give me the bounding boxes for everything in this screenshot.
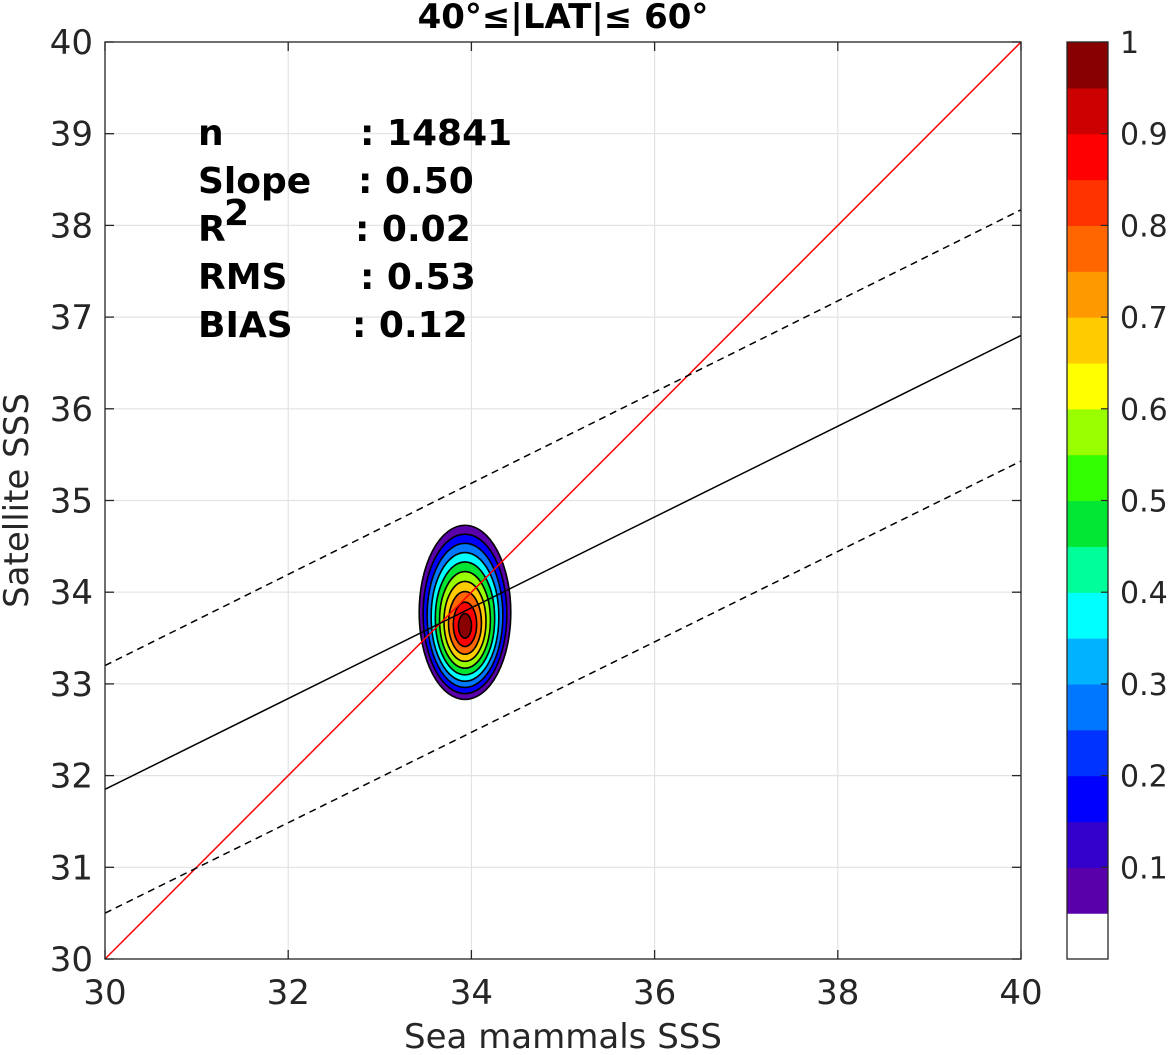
y-tick-label: 34 xyxy=(50,573,93,613)
colorbar: 0.1 0.2 0.3 0.4 0.5 0.6 0.7 0.8 0.9 1 xyxy=(1066,26,1168,960)
stat-label: n xyxy=(198,113,224,154)
stat-label: Slope xyxy=(198,161,311,202)
stat-label: RMS xyxy=(198,257,287,298)
colorbar-tick-label: 0.5 xyxy=(1120,485,1168,520)
colorbar-segment xyxy=(1067,408,1108,456)
stat-label: R xyxy=(198,209,226,250)
colorbar-segment xyxy=(1067,225,1108,272)
y-tick-label: 32 xyxy=(50,757,93,797)
colorbar-segment xyxy=(1067,362,1108,410)
colorbar-segment xyxy=(1067,179,1108,226)
colorbar-tick-label: 0.2 xyxy=(1120,760,1168,795)
y-tick-label: 30 xyxy=(50,940,93,980)
stat-value: : 0.53 xyxy=(360,257,476,298)
y-tick-label: 39 xyxy=(50,115,93,155)
one-to-one-line xyxy=(104,41,1022,960)
stat-value: : 14841 xyxy=(360,113,512,154)
colorbar-tick-label: 0.9 xyxy=(1120,118,1168,153)
y-tick-label: 36 xyxy=(50,390,93,430)
x-tick-label: 36 xyxy=(633,973,676,1013)
y-tick-label: 35 xyxy=(50,482,93,522)
stat-label-superscript: 2 xyxy=(224,193,249,234)
axis-ticks: 30 32 34 36 38 40 30 31 32 33 34 35 36 37 38 39 40 xyxy=(50,23,1043,1013)
x-tick-label: 32 xyxy=(267,973,310,1013)
chart-title: 40°≤|LAT|≤ 60° xyxy=(418,0,709,37)
fit-line xyxy=(104,334,1022,791)
stat-value: : 0.50 xyxy=(358,161,474,202)
colorbar-tick-label: 1 xyxy=(1120,26,1139,61)
colorbar-tick-label: 0.3 xyxy=(1120,668,1168,703)
colorbar-segment xyxy=(1067,913,1108,960)
colorbar-segment xyxy=(1067,683,1108,731)
colorbar-segment xyxy=(1067,133,1108,181)
colorbar-segment xyxy=(1067,42,1108,89)
colorbar-segment xyxy=(1067,867,1108,914)
colorbar-tick-label: 0.8 xyxy=(1120,209,1168,244)
x-tick-label: 38 xyxy=(816,973,859,1013)
colorbar-segment xyxy=(1067,729,1108,777)
density-contours xyxy=(418,524,512,701)
colorbar-tick-label: 0.1 xyxy=(1120,851,1168,886)
colorbar-segment xyxy=(1067,638,1108,685)
y-tick-label: 37 xyxy=(50,298,93,338)
colorbar-segment xyxy=(1067,546,1108,593)
stats-block: n : 14841 Slope : 0.50 R2 : 0.02 RMS : 0.53 BIAS… xyxy=(198,113,512,346)
colorbar-segment xyxy=(1067,317,1108,364)
y-tick-label: 31 xyxy=(50,848,93,888)
colorbar-segment xyxy=(1067,500,1108,547)
colorbar-tick-label: 0.7 xyxy=(1120,301,1168,336)
density-contour xyxy=(457,612,473,639)
colorbar-segment xyxy=(1067,271,1108,318)
y-tick-label: 38 xyxy=(50,206,93,246)
stat-label: BIAS xyxy=(198,305,293,346)
colorbar-segment xyxy=(1067,454,1108,502)
y-tick-label: 40 xyxy=(50,23,93,63)
x-axis-label: Sea mammals SSS xyxy=(404,1017,722,1055)
colorbar-tick-label: 0.6 xyxy=(1120,393,1168,428)
colorbar-tick-label: 0.4 xyxy=(1120,576,1168,611)
stat-value: : 0.12 xyxy=(352,305,468,346)
stat-value: : 0.02 xyxy=(355,209,471,250)
fit-upper-line xyxy=(104,209,1022,667)
x-tick-label: 34 xyxy=(450,973,493,1013)
x-tick-label: 40 xyxy=(999,973,1042,1013)
x-tick-label: 30 xyxy=(83,973,126,1013)
y-axis-label: Satellite SSS xyxy=(0,393,37,608)
colorbar-segment xyxy=(1067,775,1108,823)
regression-lines xyxy=(104,41,1022,960)
colorbar-segment xyxy=(1067,87,1108,135)
y-tick-label: 33 xyxy=(50,665,93,705)
colorbar-segment xyxy=(1067,592,1108,639)
fit-lower-line xyxy=(104,460,1022,914)
colorbar-segment xyxy=(1067,821,1108,868)
